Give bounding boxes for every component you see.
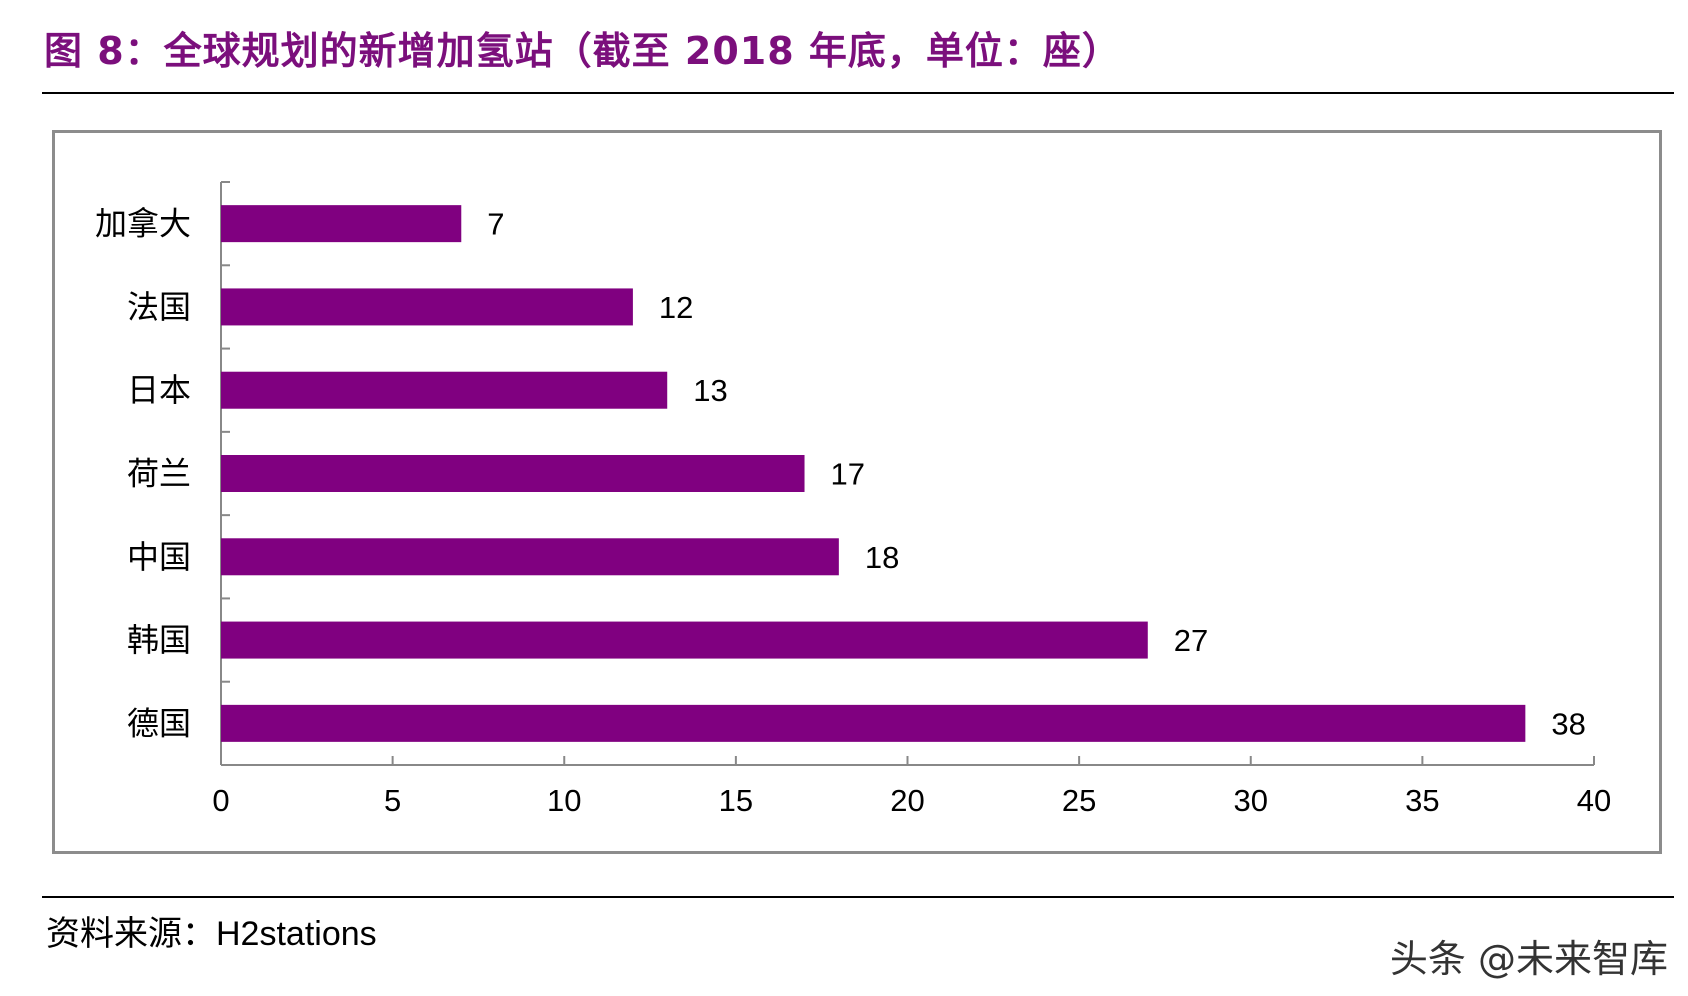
figure-title: 图 8：全球规划的新增加氢站（截至 2018 年底，单位：座） — [44, 29, 1121, 73]
x-tick-label: 5 — [384, 783, 401, 818]
bars — [221, 205, 1526, 742]
category-label: 加拿大 — [95, 205, 191, 243]
data-label: 27 — [1174, 623, 1208, 658]
title-divider — [42, 92, 1674, 94]
category-label: 德国 — [127, 704, 191, 742]
x-tick-label: 20 — [890, 783, 924, 818]
x-tick-label: 35 — [1405, 783, 1439, 818]
chart-frame — [52, 130, 1662, 854]
category-label: 法国 — [127, 288, 191, 326]
x-tick-label: 0 — [212, 783, 229, 818]
bar — [221, 455, 805, 492]
category-label: 中国 — [127, 538, 191, 576]
bar — [221, 538, 839, 576]
labels: 0 5 10 15 20 25 30 35 40 加拿大 7 法国 12 日本 13 荷兰 17 中国 18 韩国 27… — [95, 205, 1611, 818]
data-label: 7 — [487, 207, 504, 242]
bar — [221, 621, 1148, 659]
bar — [221, 288, 633, 326]
data-label: 12 — [659, 290, 693, 325]
x-tick-label: 25 — [1062, 783, 1096, 818]
x-tick-label: 30 — [1234, 783, 1268, 818]
x-tick-label: 15 — [719, 783, 753, 818]
source-label: 资料来源： — [46, 914, 216, 954]
source-divider — [42, 896, 1674, 898]
source-value: H2stations — [216, 915, 377, 953]
bar — [221, 205, 462, 243]
watermark: 头条 @未来智库 — [1389, 937, 1668, 981]
bar — [221, 371, 668, 409]
bar — [221, 704, 1526, 742]
data-label: 13 — [693, 373, 727, 408]
source-note: 资料来源：H2stations — [46, 906, 377, 955]
data-label: 18 — [865, 540, 899, 575]
category-label: 韩国 — [127, 621, 191, 659]
x-tick-label: 40 — [1577, 783, 1611, 818]
x-tick-label: 10 — [547, 783, 581, 818]
category-label: 日本 — [127, 371, 191, 409]
data-label: 17 — [831, 457, 865, 492]
data-label: 38 — [1551, 706, 1585, 741]
category-label: 荷兰 — [127, 455, 191, 493]
